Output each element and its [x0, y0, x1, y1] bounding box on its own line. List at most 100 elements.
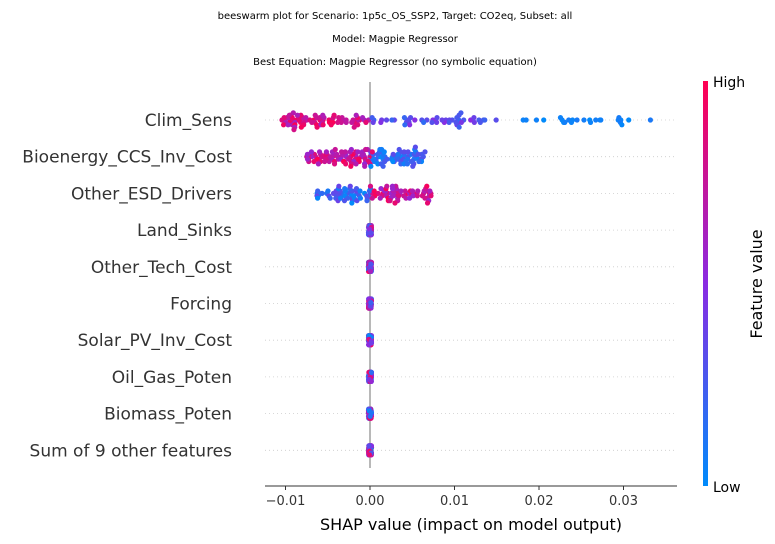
- shap-point: [380, 163, 386, 169]
- shap-point: [482, 117, 488, 123]
- shap-point: [314, 124, 320, 130]
- shap-point: [348, 146, 354, 153]
- shap-point: [280, 122, 287, 128]
- shap-point: [412, 144, 418, 150]
- shap-point: [336, 183, 342, 189]
- feature-label: Solar_PV_Inv_Cost: [78, 331, 233, 351]
- shap-point: [335, 119, 341, 125]
- shap-point: [357, 195, 364, 201]
- shap-point: [316, 149, 323, 155]
- shap-point: [315, 188, 321, 194]
- shap-point: [377, 195, 383, 201]
- shap-point: [587, 119, 594, 125]
- feature-label: Land_Sinks: [137, 221, 232, 241]
- shap-point: [390, 158, 396, 165]
- shap-point: [368, 261, 374, 267]
- shap-point: [341, 198, 348, 204]
- shap-point: [414, 193, 420, 199]
- shap-point: [366, 443, 372, 449]
- shap-point: [396, 193, 402, 199]
- shap-point: [408, 158, 415, 165]
- shap-point: [415, 188, 421, 194]
- shap-point: [320, 122, 326, 128]
- shap-point: [434, 119, 440, 125]
- shap-point: [368, 268, 374, 274]
- shap-point: [407, 115, 414, 121]
- shap-point: [332, 146, 338, 153]
- shap-point: [359, 151, 365, 157]
- shap-point: [384, 156, 390, 162]
- shap-point: [389, 183, 396, 189]
- shap-point: [434, 115, 440, 121]
- shap-point: [392, 200, 398, 206]
- shap-point: [327, 195, 333, 201]
- shap-point: [409, 188, 416, 194]
- shap-point: [384, 183, 390, 189]
- shap-point: [366, 452, 373, 458]
- shap-point: [331, 112, 337, 118]
- shap-point: [337, 195, 344, 201]
- shap-point: [422, 149, 428, 155]
- shap-point: [378, 119, 384, 125]
- shap-point: [458, 110, 464, 116]
- shap-point: [369, 115, 375, 121]
- shap-point: [286, 112, 292, 118]
- shap-point: [647, 117, 654, 123]
- feature-labels: Clim_Sens Bioenergy_CCS_Inv_Cost Other_ESD…: [22, 111, 232, 461]
- shap-point: [363, 193, 370, 199]
- feature-label: Forcing: [170, 295, 232, 315]
- shap-point: [343, 119, 349, 125]
- shap-point: [395, 151, 401, 157]
- shap-point: [368, 163, 374, 169]
- shap-point: [369, 195, 375, 201]
- x-tick-label: 0.03: [609, 494, 638, 509]
- shap-point: [401, 149, 407, 155]
- shap-point: [368, 410, 375, 416]
- shap-point: [322, 158, 328, 165]
- chart-subtitle-model: Model: Magpie Regressor: [332, 34, 459, 45]
- shap-point: [314, 195, 321, 201]
- shap-point: [424, 183, 430, 189]
- shap-point: [368, 378, 374, 384]
- feature-label: Other_Tech_Cost: [91, 258, 232, 278]
- shap-point: [401, 115, 408, 121]
- shap-point: [342, 186, 348, 192]
- shap-point: [403, 195, 409, 201]
- shap-point: [348, 163, 354, 169]
- shap-point: [364, 198, 370, 204]
- shap-point: [347, 183, 353, 189]
- shap-point: [303, 115, 309, 121]
- shap-point: [325, 188, 331, 194]
- x-axis-ticks: −0.01 0.00 0.01 0.02 0.03: [266, 486, 638, 509]
- row-gridlines: [265, 119, 677, 451]
- shap-point: [439, 117, 445, 123]
- shap-point: [390, 151, 396, 157]
- shap-point: [319, 190, 325, 196]
- shap-point: [424, 200, 431, 206]
- x-tick-label: 0.02: [525, 494, 554, 509]
- shap-point: [407, 195, 413, 201]
- shap-point: [331, 161, 338, 167]
- shap-point: [427, 188, 433, 194]
- shap-point: [281, 115, 287, 121]
- shap-point: [342, 149, 348, 155]
- shap-point: [363, 119, 369, 125]
- shap-point: [389, 117, 395, 123]
- feature-label: Oil_Gas_Poten: [112, 368, 232, 388]
- shap-point: [320, 112, 326, 118]
- colorbar-low-label: Low: [713, 480, 741, 496]
- shap-point: [387, 198, 393, 204]
- shap-point: [368, 230, 374, 236]
- shap-point: [304, 151, 311, 157]
- shap-point: [477, 119, 483, 125]
- shap-point: [446, 119, 452, 125]
- shap-point: [616, 115, 622, 121]
- chart-subtitle-equation: Best Equation: Magpie Regressor (no symb…: [253, 57, 537, 68]
- shap-point: [626, 117, 632, 123]
- shap-point: [353, 112, 359, 118]
- shap-point: [412, 117, 418, 123]
- shap-point: [421, 119, 427, 125]
- shap-point: [458, 119, 465, 125]
- shap-point: [428, 193, 434, 199]
- feature-label: Other_ESD_Drivers: [71, 184, 232, 204]
